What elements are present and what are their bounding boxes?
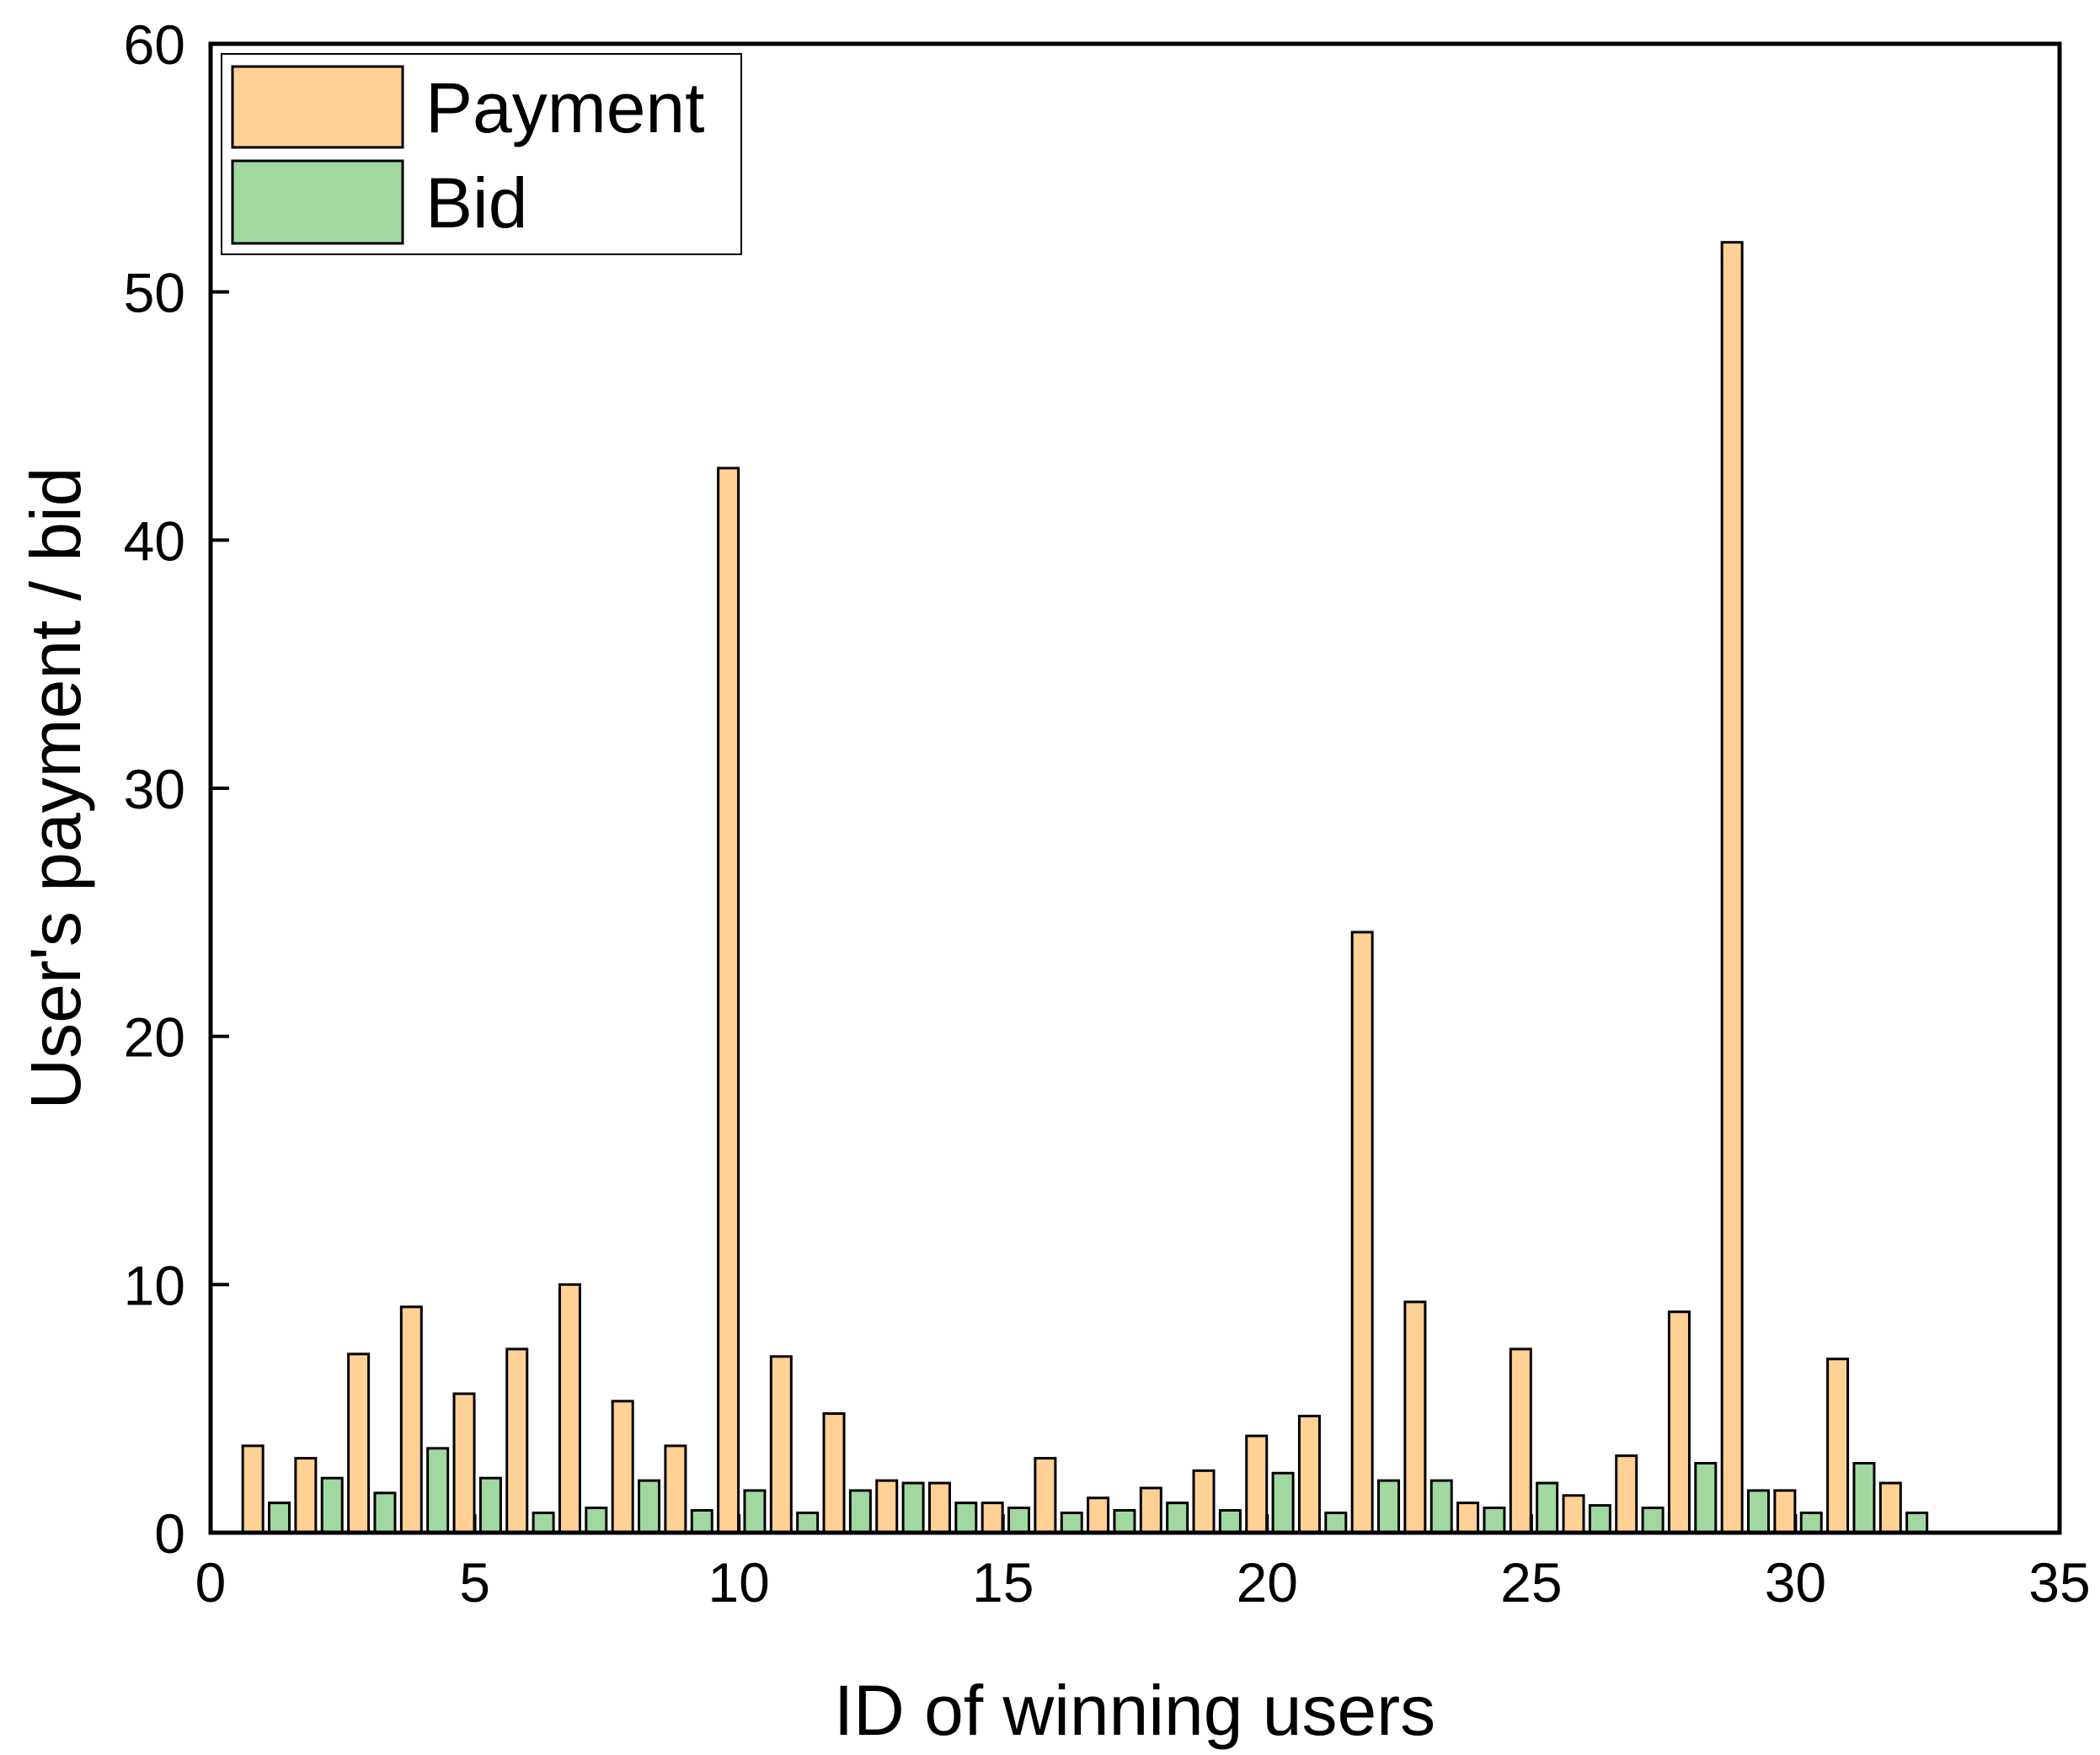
bar-bid-4 xyxy=(426,1447,450,1534)
bar-bid-8 xyxy=(638,1479,661,1534)
bar-bid-25 xyxy=(1536,1481,1559,1534)
y-tick-label-30: 30 xyxy=(124,758,185,820)
bar-bid-18 xyxy=(1166,1502,1189,1534)
bar-payment-20 xyxy=(1245,1434,1269,1534)
bar-payment-7 xyxy=(558,1283,581,1534)
bar-payment-24 xyxy=(1456,1502,1480,1534)
bar-bid-20 xyxy=(1271,1471,1295,1534)
bar-bid-10 xyxy=(743,1489,767,1534)
bar-payment-22 xyxy=(1350,931,1374,1534)
bar-bid-2 xyxy=(320,1476,344,1534)
y-tick-label-60: 60 xyxy=(124,13,185,76)
x-axis-title: ID of winning users xyxy=(834,1671,1435,1750)
x-tick-label-15: 15 xyxy=(972,1551,1034,1614)
bar-bid-11 xyxy=(796,1511,820,1534)
y-tick-label-40: 40 xyxy=(124,509,185,572)
bar-bid-31 xyxy=(1852,1461,1876,1534)
x-tick-label-20: 20 xyxy=(1237,1551,1298,1614)
x-tick-label-5: 5 xyxy=(459,1551,490,1614)
x-tick-label-35: 35 xyxy=(2028,1551,2090,1614)
bar-payment-12 xyxy=(822,1412,846,1534)
bar-bid-17 xyxy=(1113,1508,1136,1534)
bar-bid-23 xyxy=(1429,1479,1453,1534)
bar-payment-3 xyxy=(347,1352,371,1534)
bar-bid-28 xyxy=(1694,1461,1718,1534)
bar-payment-25 xyxy=(1509,1347,1532,1534)
ticks-layer: 0 5 10 15 20 25 30 35 0 10 20 30 40 50 60 xyxy=(124,13,2091,1614)
bar-payment-27 xyxy=(1615,1454,1638,1534)
bar-bid-1 xyxy=(268,1502,291,1534)
bar-payment-18 xyxy=(1139,1486,1162,1534)
bar-bid-16 xyxy=(1060,1511,1083,1534)
bar-payment-10 xyxy=(717,467,740,1534)
bar-payment-15 xyxy=(981,1502,1004,1534)
y-tick-label-50: 50 xyxy=(124,262,185,324)
legend-swatch-bid xyxy=(231,159,404,245)
bar-payment-17 xyxy=(1087,1496,1110,1534)
bar-bid-24 xyxy=(1483,1507,1506,1534)
legend-swatch-payment xyxy=(231,65,404,149)
bar-payment-2 xyxy=(294,1457,318,1534)
bar-payment-1 xyxy=(241,1444,265,1534)
bar-bid-14 xyxy=(954,1502,978,1534)
bar-payment-23 xyxy=(1403,1300,1427,1534)
bar-payment-31 xyxy=(1826,1358,1850,1534)
bar-bid-32 xyxy=(1905,1511,1929,1534)
bar-payment-29 xyxy=(1720,241,1744,1534)
bar-payment-4 xyxy=(399,1305,423,1534)
plot-area-frame xyxy=(208,41,2062,1535)
x-tick-label-30: 30 xyxy=(1765,1551,1826,1614)
legend-label-payment: Payment xyxy=(425,68,705,147)
bar-payment-26 xyxy=(1562,1494,1585,1534)
y-tick-label-0: 0 xyxy=(154,1502,185,1565)
bars-layer xyxy=(241,241,1929,1534)
x-tick-label-0: 0 xyxy=(195,1551,227,1614)
x-tick-label-10: 10 xyxy=(708,1551,769,1614)
bar-bid-15 xyxy=(1007,1507,1031,1534)
legend: Payment Bid xyxy=(221,53,742,255)
bar-bid-3 xyxy=(373,1491,397,1534)
legend-label-bid: Bid xyxy=(425,163,527,243)
y-tick-label-20: 20 xyxy=(124,1006,185,1069)
bar-bid-6 xyxy=(532,1511,555,1534)
bar-bid-22 xyxy=(1377,1479,1401,1534)
bar-payment-32 xyxy=(1878,1481,1902,1534)
bar-payment-13 xyxy=(875,1479,899,1534)
bar-payment-9 xyxy=(664,1444,687,1534)
y-axis-title: User's payment / bid xyxy=(16,467,95,1109)
bar-bid-26 xyxy=(1588,1504,1611,1534)
bar-payment-16 xyxy=(1034,1457,1057,1534)
bar-bid-19 xyxy=(1218,1508,1242,1534)
bar-payment-21 xyxy=(1297,1415,1321,1534)
x-tick-label-25: 25 xyxy=(1500,1551,1562,1614)
bar-bid-21 xyxy=(1324,1511,1348,1534)
bar-payment-5 xyxy=(452,1392,476,1534)
bar-payment-11 xyxy=(769,1355,793,1534)
bar-bid-29 xyxy=(1747,1489,1771,1534)
y-tick-label-10: 10 xyxy=(124,1254,185,1316)
bar-payment-30 xyxy=(1773,1489,1797,1534)
bar-payment-14 xyxy=(927,1481,951,1534)
bar-bid-7 xyxy=(585,1507,608,1534)
bar-payment-8 xyxy=(611,1400,634,1534)
bar-bid-9 xyxy=(690,1508,713,1534)
bar-bid-12 xyxy=(848,1489,872,1534)
bar-bid-5 xyxy=(478,1476,502,1534)
bar-payment-6 xyxy=(505,1347,529,1534)
bar-payment-28 xyxy=(1667,1310,1691,1534)
bar-bid-30 xyxy=(1799,1511,1823,1534)
bar-bid-13 xyxy=(901,1481,925,1534)
bar-payment-19 xyxy=(1192,1469,1216,1534)
bar-bid-27 xyxy=(1641,1507,1665,1534)
